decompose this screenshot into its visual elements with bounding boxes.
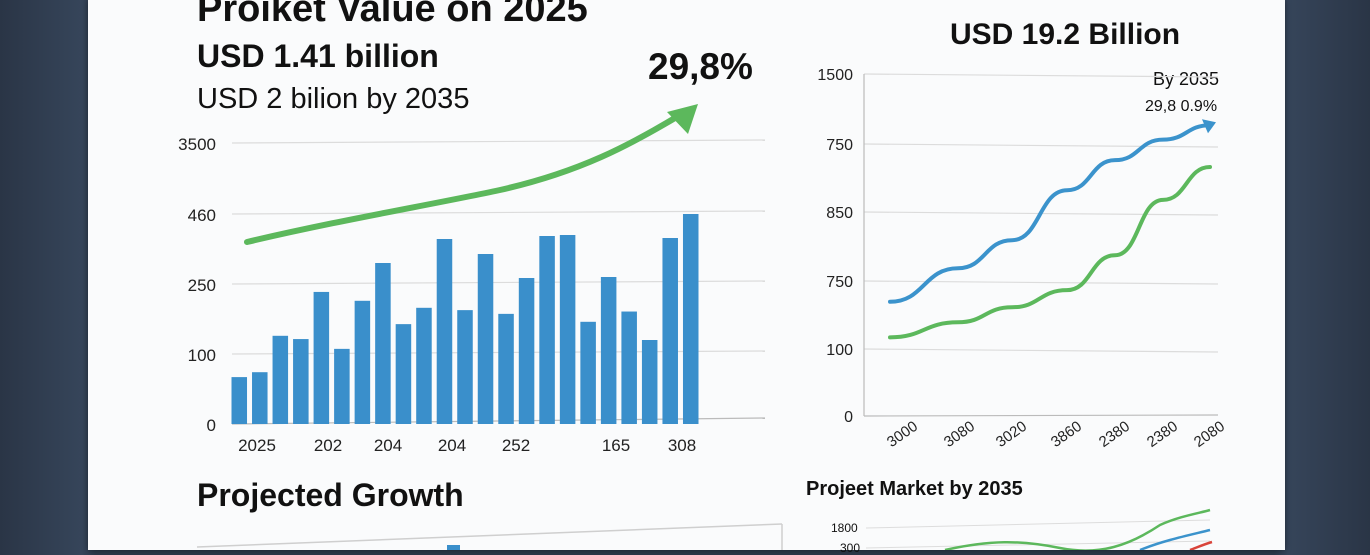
x-tick-label: 3860 bbox=[1048, 418, 1085, 451]
y-tick-label: 750 bbox=[826, 137, 853, 154]
market-2035-title: Projeet Market by 2035 bbox=[806, 478, 1023, 500]
bar bbox=[272, 335, 289, 424]
gridline bbox=[863, 143, 1219, 148]
gridline bbox=[865, 519, 1211, 529]
value-2025: USD 1.41 billion bbox=[197, 38, 439, 74]
bar bbox=[354, 300, 371, 424]
bar bbox=[559, 235, 576, 424]
gridline bbox=[231, 210, 766, 215]
bar bbox=[395, 324, 412, 424]
y-tick-label: 0 bbox=[207, 416, 216, 435]
bar bbox=[447, 545, 460, 550]
gridline bbox=[863, 73, 1219, 78]
blue-series-line bbox=[888, 123, 1212, 304]
gridline bbox=[863, 348, 1219, 353]
bar bbox=[621, 311, 637, 424]
bar bbox=[498, 313, 514, 424]
gridline bbox=[863, 280, 1219, 285]
x-tick-label: 3080 bbox=[941, 418, 978, 451]
bar bbox=[436, 239, 453, 424]
gridline bbox=[231, 139, 766, 144]
bar bbox=[375, 263, 391, 424]
y-tick-label: 3500 bbox=[178, 135, 216, 154]
bar bbox=[641, 340, 658, 424]
red-series-line bbox=[1189, 540, 1213, 550]
x-tick-label: 2080 bbox=[1191, 418, 1228, 451]
bar bbox=[580, 321, 596, 424]
growth-rate: 29,8% bbox=[648, 46, 753, 87]
y-tick-label: 250 bbox=[188, 276, 216, 295]
bar bbox=[334, 348, 350, 424]
y-tick-label: 100 bbox=[188, 346, 216, 365]
y-tick-label: 100 bbox=[826, 342, 853, 359]
bar bbox=[416, 307, 432, 424]
bar bbox=[518, 278, 535, 424]
x-tick-label: 204 bbox=[438, 436, 466, 455]
bar bbox=[313, 291, 330, 424]
y-tick-label: 0 bbox=[844, 409, 853, 426]
series-arrow-icon bbox=[1202, 119, 1216, 134]
x-tick-label: 2380 bbox=[1144, 418, 1181, 451]
x-tick-label: 2025 bbox=[238, 436, 276, 455]
bar bbox=[457, 310, 473, 424]
right-title: USD 19.2 Billion bbox=[950, 18, 1181, 51]
blue-series-line bbox=[1139, 528, 1211, 550]
x-tick-label: 202 bbox=[314, 436, 342, 455]
bar bbox=[600, 277, 617, 424]
x-tick-label: 252 bbox=[502, 436, 530, 455]
trend-arrow-line bbox=[244, 112, 683, 245]
y-tick-label: 850 bbox=[826, 205, 853, 222]
x-tick-label: 204 bbox=[374, 436, 402, 455]
trend-arrow-head-icon bbox=[667, 104, 698, 134]
x-tick-label: 3000 bbox=[884, 418, 921, 451]
y-tick-label: 460 bbox=[188, 206, 216, 225]
main-title: Proiket Value on 2025 bbox=[197, 0, 588, 30]
projected-growth-frame bbox=[196, 523, 783, 548]
annotation-rate: 29,8 0.9% bbox=[1145, 98, 1218, 115]
x-tick-label: 2380 bbox=[1096, 418, 1133, 451]
bar bbox=[477, 254, 494, 424]
bar bbox=[293, 339, 309, 424]
bar bbox=[662, 238, 678, 424]
bar bbox=[252, 372, 268, 424]
gridline bbox=[863, 414, 1219, 417]
bar bbox=[539, 236, 555, 424]
x-tick-label: 308 bbox=[668, 436, 696, 455]
value-2035: USD 2 bilion by 2035 bbox=[197, 83, 470, 115]
x-tick-label: 3020 bbox=[993, 418, 1030, 451]
bar bbox=[231, 377, 248, 424]
green-series-line bbox=[888, 165, 1212, 340]
projected-growth-title: Projected Growth bbox=[197, 477, 464, 513]
annotation-year: By 2035 bbox=[1153, 69, 1220, 89]
x-tick-label: 165 bbox=[602, 436, 630, 455]
y-tick-label: 750 bbox=[826, 274, 853, 291]
bar bbox=[682, 214, 699, 424]
mini-y-tick: 1800 bbox=[831, 521, 858, 535]
y-tick-label: 1500 bbox=[817, 67, 853, 84]
